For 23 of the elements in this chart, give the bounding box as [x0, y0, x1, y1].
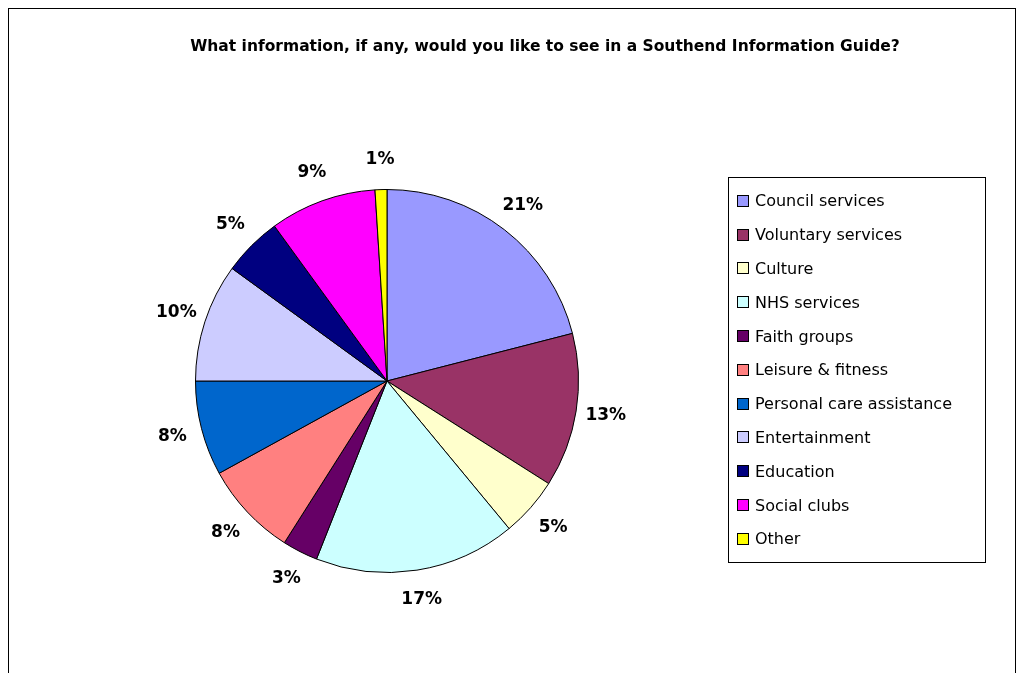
data-label: 10% — [155, 300, 197, 321]
legend-label: Culture — [755, 258, 814, 278]
data-label: 3% — [272, 566, 301, 587]
legend-label: Leisure & fitness — [755, 360, 889, 380]
legend-label: Council services — [755, 191, 885, 211]
legend-label: Entertainment — [755, 427, 871, 447]
legend-label: Voluntary services — [755, 225, 903, 245]
data-label: 5% — [215, 212, 245, 233]
data-label: 21% — [502, 194, 544, 215]
legend-label: Faith groups — [755, 326, 854, 346]
chart-title: What information, if any, would you like to see in a Southend Information Guide? — [189, 36, 901, 56]
legend-label: NHS services — [755, 292, 860, 312]
data-label: 13% — [585, 404, 627, 425]
data-label: 9% — [297, 161, 327, 182]
data-label: 17% — [401, 588, 442, 609]
legend-label: Social clubs — [755, 495, 850, 515]
data-label: 5% — [538, 515, 568, 536]
data-label: 1% — [365, 148, 395, 169]
data-label: 8% — [211, 521, 240, 542]
legend-label: Education — [755, 461, 835, 481]
data-label: 8% — [158, 424, 187, 445]
legend-label: Personal care assistance — [755, 394, 952, 414]
legend-label: Other — [755, 529, 801, 549]
